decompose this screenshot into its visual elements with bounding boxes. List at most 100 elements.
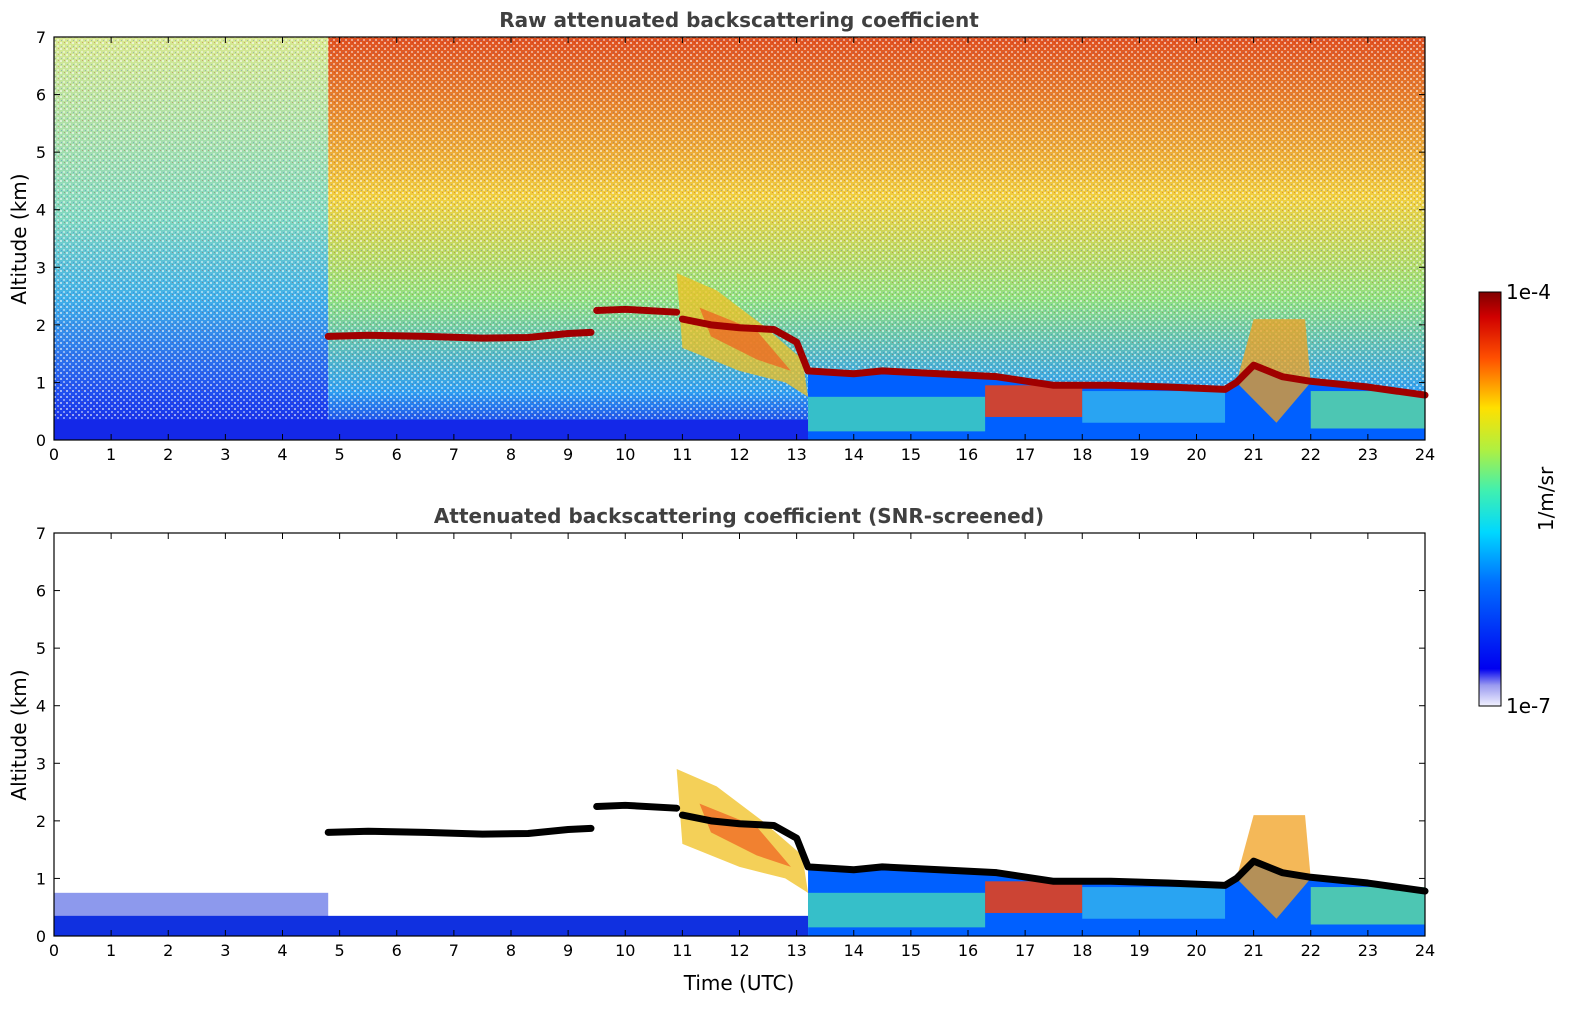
x-tick-label: 24	[1415, 445, 1435, 464]
colorbar-unit-label: 1/m/sr	[1534, 466, 1558, 531]
mixed-layer-segment	[1082, 887, 1226, 919]
cloud-base-layer	[324, 824, 595, 838]
y-tick-label: 5	[36, 639, 46, 658]
x-tick-label: 12	[729, 941, 749, 960]
cloud-base-layer	[678, 811, 1429, 895]
x-tick-label: 0	[49, 941, 59, 960]
x-tick-label: 3	[220, 941, 230, 960]
y-tick-label: 5	[36, 143, 46, 162]
x-tick-label: 0	[49, 445, 59, 464]
panel2-y-axis-label: Altitude (km)	[7, 669, 31, 800]
x-tick-label: 6	[392, 445, 402, 464]
x-tick-label: 7	[449, 941, 459, 960]
y-tick-label: 4	[36, 201, 46, 220]
x-tick-label: 16	[958, 445, 978, 464]
surface-aerosol-layer	[54, 419, 809, 440]
cloud-base-layer	[324, 328, 595, 342]
x-tick-label: 11	[672, 445, 692, 464]
x-tick-label: 1	[106, 941, 116, 960]
panel1-x-ticks: 0 1 2 3 4 5 6 7 8 9 10 11 12 13 14 15 16 17 18 19 20 21 22 23 24	[49, 37, 1435, 464]
y-tick-label: 2	[36, 316, 46, 335]
cloud-base-layer	[593, 801, 681, 812]
screened-backscatter-panel: Attenuated backscattering coefficient (S…	[7, 504, 1435, 995]
x-tick-label: 12	[729, 445, 749, 464]
x-tick-label: 18	[1072, 941, 1092, 960]
x-tick-label: 21	[1243, 941, 1263, 960]
x-tick-label: 9	[563, 941, 573, 960]
x-tick-label: 19	[1129, 445, 1149, 464]
mixed-layer-segment	[808, 396, 986, 432]
x-tick-label: 11	[672, 941, 692, 960]
y-tick-label: 0	[36, 431, 46, 450]
x-tick-label: 20	[1186, 445, 1206, 464]
colorbar-min-label: 1e-7	[1506, 694, 1551, 718]
mixed-layer-segment	[808, 892, 986, 928]
x-tick-label: 6	[392, 941, 402, 960]
cloud-base-layer	[678, 315, 1429, 399]
x-tick-label: 4	[277, 445, 287, 464]
x-tick-label: 21	[1243, 445, 1263, 464]
y-tick-label: 7	[36, 524, 46, 543]
panel2-y-ticks: 0 1 2 3 4 5 6 7	[36, 524, 1425, 946]
screened-backscatter-heatmap	[54, 769, 1429, 936]
y-tick-label: 6	[36, 86, 46, 105]
raw-backscatter-panel: Raw attenuated backscattering coefficien…	[7, 8, 1435, 464]
x-tick-label: 16	[958, 941, 978, 960]
x-tick-label: 8	[506, 445, 516, 464]
raw-backscatter-heatmap	[54, 37, 1429, 440]
panel1-y-ticks: 0 1 2 3 4 5 6 7	[36, 28, 1425, 450]
y-tick-label: 4	[36, 697, 46, 716]
panel2-x-axis-label: Time (UTC)	[683, 971, 795, 995]
x-tick-label: 15	[901, 941, 921, 960]
x-tick-label: 9	[563, 445, 573, 464]
x-tick-label: 17	[1015, 941, 1035, 960]
y-tick-label: 3	[36, 754, 46, 773]
x-tick-label: 23	[1358, 445, 1378, 464]
y-tick-label: 1	[36, 869, 46, 888]
x-tick-label: 20	[1186, 941, 1206, 960]
x-tick-label: 1	[106, 445, 116, 464]
x-tick-label: 2	[163, 941, 173, 960]
x-tick-label: 5	[335, 445, 345, 464]
colorbar-gradient	[1478, 291, 1502, 707]
x-tick-label: 10	[615, 941, 635, 960]
x-tick-label: 13	[786, 941, 806, 960]
mixed-layer-segment	[985, 881, 1083, 913]
x-tick-label: 22	[1301, 445, 1321, 464]
panel2-frame	[53, 532, 1426, 937]
cloud-base-layer	[593, 305, 681, 316]
y-tick-label: 1	[36, 373, 46, 392]
x-tick-label: 2	[163, 445, 173, 464]
x-tick-label: 19	[1129, 941, 1149, 960]
mixed-layer-segment	[1082, 391, 1226, 423]
x-tick-label: 7	[449, 445, 459, 464]
mixed-layer-segment	[985, 385, 1083, 417]
x-tick-label: 13	[786, 445, 806, 464]
panel2-x-ticks: 0 1 2 3 4 5 6 7 8 9 10 11 12 13 14 15 16 17 18 19 20 21 22 23 24	[49, 533, 1435, 960]
x-tick-label: 14	[844, 941, 864, 960]
y-tick-label: 2	[36, 812, 46, 831]
x-tick-label: 10	[615, 445, 635, 464]
x-tick-label: 4	[277, 941, 287, 960]
x-tick-label: 15	[901, 445, 921, 464]
y-tick-label: 0	[36, 927, 46, 946]
colorbar: 1e-4 1e-7 1/m/sr	[1478, 280, 1558, 718]
x-tick-label: 24	[1415, 941, 1435, 960]
x-tick-label: 18	[1072, 445, 1092, 464]
colorbar-max-label: 1e-4	[1506, 280, 1551, 304]
panel2-title: Attenuated backscattering coefficient (S…	[434, 504, 1044, 528]
x-tick-label: 3	[220, 445, 230, 464]
mixed-layer-segment	[1310, 887, 1425, 925]
mixed-layer-segment	[1310, 391, 1425, 429]
x-tick-label: 22	[1301, 941, 1321, 960]
panel1-title: Raw attenuated backscattering coefficien…	[499, 8, 979, 32]
x-tick-label: 5	[335, 941, 345, 960]
surface-aerosol-layer	[54, 915, 809, 936]
x-tick-label: 23	[1358, 941, 1378, 960]
x-tick-label: 8	[506, 941, 516, 960]
y-tick-label: 3	[36, 258, 46, 277]
noise-speckle	[54, 37, 1425, 440]
x-tick-label: 17	[1015, 445, 1035, 464]
y-tick-label: 7	[36, 28, 46, 47]
